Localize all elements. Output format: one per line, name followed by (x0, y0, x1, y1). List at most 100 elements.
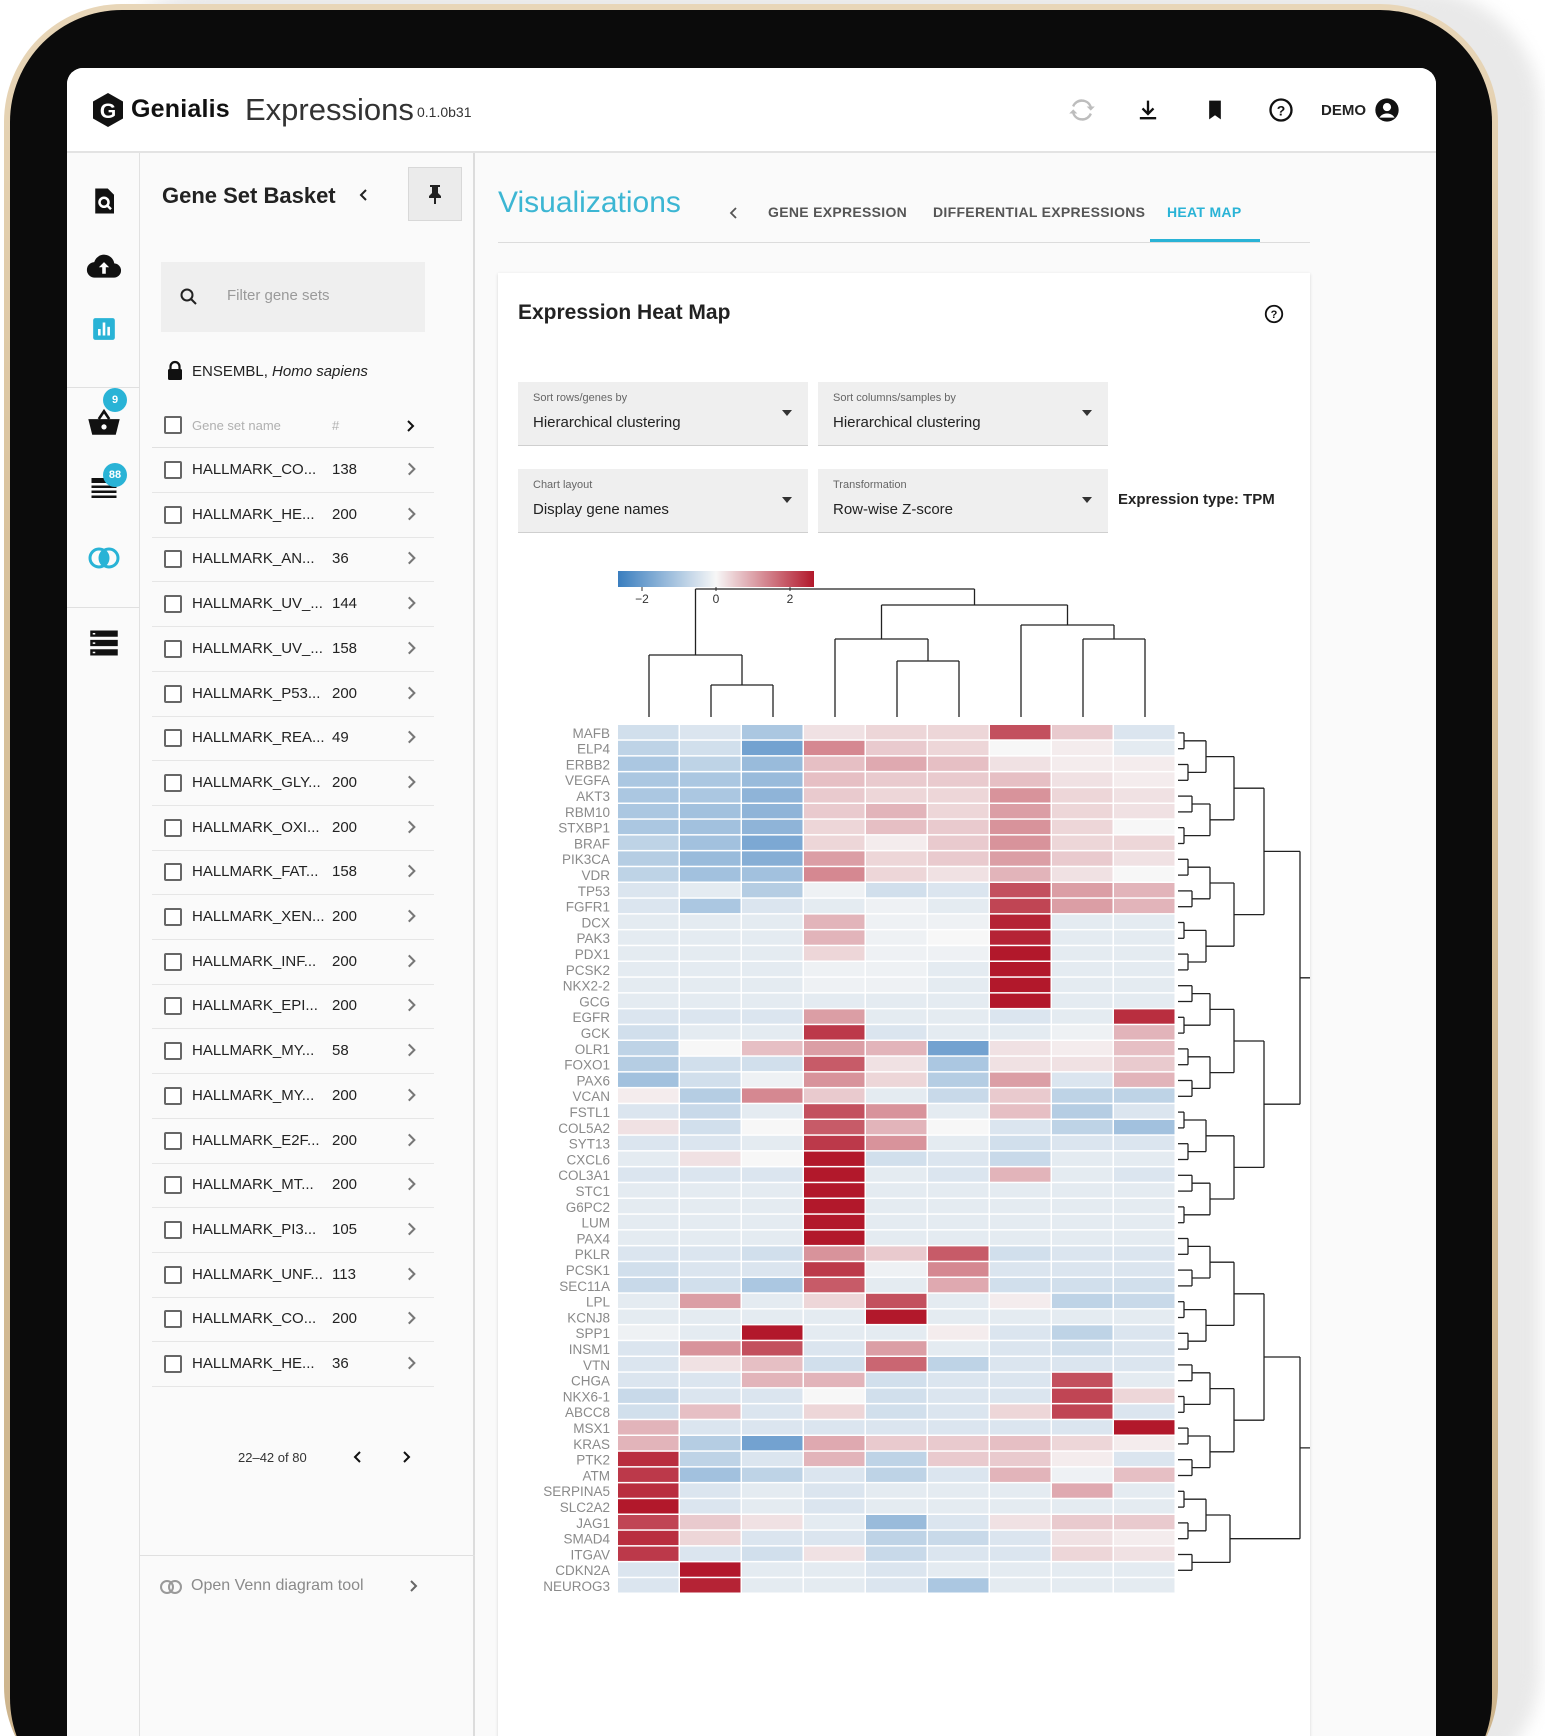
gene-set-row[interactable]: HALLMARK_UV_... 144 (152, 582, 434, 628)
chevron-right-icon[interactable] (402, 728, 420, 746)
gene-set-checkbox[interactable] (164, 461, 182, 479)
rail-gene-lists[interactable] (67, 458, 140, 518)
download-icon[interactable] (1134, 96, 1162, 124)
heatmap-cell (1114, 851, 1175, 866)
gene-label: STXBP1 (558, 821, 610, 836)
gene-set-row[interactable]: HALLMARK_P53... 200 (152, 672, 434, 717)
gene-set-checkbox[interactable] (164, 863, 182, 882)
chevron-right-icon[interactable] (402, 1086, 420, 1104)
gene-set-row[interactable]: HALLMARK_MY... 58 (152, 1029, 434, 1075)
chevron-right-icon[interactable] (402, 818, 420, 836)
sort-rows-select[interactable]: Sort rows/genes by Hierarchical clusteri… (518, 382, 808, 446)
collapse-basket-button[interactable] (352, 183, 376, 207)
next-page-icon[interactable] (398, 1449, 414, 1465)
prev-page-icon[interactable] (350, 1449, 366, 1465)
user-name[interactable]: DEMO (1321, 102, 1366, 119)
gene-set-row[interactable]: HALLMARK_AN... 36 (152, 537, 434, 583)
chevron-right-icon[interactable] (402, 549, 420, 567)
gene-set-checkbox[interactable] (164, 1220, 182, 1239)
rail-venn[interactable] (67, 528, 140, 588)
tab-heat-map[interactable]: HEAT MAP (1167, 204, 1242, 220)
heatmap-cell (1052, 1104, 1113, 1119)
gene-set-checkbox[interactable] (164, 952, 182, 971)
gene-set-checkbox[interactable] (164, 1265, 182, 1284)
gene-set-checkbox[interactable] (164, 908, 182, 926)
help-icon[interactable]: ? (1263, 303, 1285, 325)
gene-set-row[interactable]: HALLMARK_INF... 200 (152, 940, 434, 985)
rail-upload[interactable] (67, 236, 140, 296)
gene-set-checkbox[interactable] (164, 729, 182, 748)
gene-set-checkbox[interactable] (164, 1131, 182, 1150)
gene-set-checkbox[interactable] (164, 997, 182, 1016)
pin-basket-button[interactable] (408, 167, 462, 221)
gene-set-row[interactable]: HALLMARK_HE... 36 (152, 1342, 434, 1387)
tab-differential-expressions[interactable]: DIFFERENTIAL EXPRESSIONS (933, 204, 1146, 220)
rail-gene-set-basket[interactable] (67, 393, 140, 453)
gene-set-row[interactable]: HALLMARK_OXI... 200 (152, 806, 434, 851)
gene-set-row[interactable]: HALLMARK_GLY... 200 (152, 761, 434, 806)
gene-set-checkbox[interactable] (164, 1042, 182, 1061)
chevron-right-icon[interactable] (402, 594, 420, 612)
gene-set-row[interactable]: HALLMARK_XEN... 200 (152, 895, 434, 940)
rail-visualizations[interactable] (67, 299, 140, 359)
chevron-right-icon[interactable] (402, 952, 420, 970)
gene-set-row[interactable]: HALLMARK_MT... 200 (152, 1163, 434, 1209)
gene-set-checkbox[interactable] (164, 1086, 182, 1105)
gene-set-checkbox[interactable] (164, 684, 182, 703)
chevron-right-icon[interactable] (402, 996, 420, 1014)
chevron-right-icon[interactable] (402, 1309, 420, 1327)
rail-search-documents[interactable] (67, 171, 140, 231)
chevron-right-icon[interactable] (402, 1265, 420, 1283)
bookmark-icon[interactable] (1201, 96, 1229, 124)
gene-set-checkbox[interactable] (164, 550, 182, 569)
tabs-scroll-left-icon[interactable] (728, 206, 740, 220)
transformation-select[interactable]: Transformation Row-wise Z-score (818, 469, 1108, 533)
chevron-right-icon[interactable] (402, 1175, 420, 1193)
chevron-right-icon[interactable] (402, 862, 420, 880)
sort-columns-select[interactable]: Sort columns/samples by Hierarchical clu… (818, 382, 1108, 446)
gene-set-row[interactable]: HALLMARK_UNF... 113 (152, 1253, 434, 1298)
gene-set-row[interactable]: HALLMARK_CO... 200 (152, 1297, 434, 1343)
chevron-right-icon[interactable] (402, 418, 418, 434)
gene-set-checkbox[interactable] (164, 818, 182, 837)
rail-data-storage[interactable] (67, 613, 140, 673)
chevron-right-icon[interactable] (402, 1220, 420, 1238)
chart-layout-select[interactable]: Chart layout Display gene names (518, 469, 808, 533)
select-all-checkbox[interactable] (164, 416, 182, 434)
tab-gene-expression[interactable]: GENE EXPRESSION (768, 204, 908, 220)
heatmap-cell (866, 1325, 927, 1340)
gene-set-row[interactable]: HALLMARK_FAT... 158 (152, 850, 434, 896)
chevron-right-icon[interactable] (402, 460, 420, 478)
gene-set-checkbox[interactable] (164, 1355, 182, 1373)
gene-set-row[interactable]: HALLMARK_REA... 49 (152, 716, 434, 762)
gene-set-row[interactable]: HALLMARK_CO... 138 (152, 448, 434, 493)
gene-set-checkbox[interactable] (164, 773, 182, 792)
gene-set-count: 58 (332, 1042, 349, 1060)
gene-set-row[interactable]: HALLMARK_PI3... 105 (152, 1208, 434, 1253)
chevron-right-icon[interactable] (402, 1041, 420, 1059)
gene-set-checkbox[interactable] (164, 505, 182, 524)
account-icon[interactable] (1373, 96, 1401, 124)
help-icon[interactable]: ? (1267, 96, 1295, 124)
gene-set-row[interactable]: HALLMARK_E2F... 200 (152, 1119, 434, 1164)
gene-set-row[interactable]: HALLMARK_HE... 200 (152, 493, 434, 538)
gene-set-row[interactable]: HALLMARK_MY... 200 (152, 1074, 434, 1119)
open-venn-tool[interactable]: Open Venn diagram tool (140, 1555, 475, 1615)
chevron-right-icon[interactable] (402, 773, 420, 791)
sync-icon[interactable] (1068, 96, 1096, 124)
gene-set-row[interactable]: HALLMARK_UV_... 158 (152, 627, 434, 672)
gene-set-filter[interactable]: Filter gene sets (161, 262, 425, 332)
gene-set-checkbox[interactable] (164, 595, 182, 614)
chevron-right-icon[interactable] (402, 907, 420, 925)
chevron-right-icon[interactable] (402, 639, 420, 657)
gene-set-checkbox[interactable] (164, 1310, 182, 1329)
heatmap-cell (928, 1041, 989, 1056)
chevron-right-icon[interactable] (402, 1354, 420, 1372)
chevron-right-icon[interactable] (402, 684, 420, 702)
gene-set-checkbox[interactable] (164, 639, 182, 658)
chevron-right-icon[interactable] (402, 505, 420, 523)
gene-set-checkbox[interactable] (164, 1176, 182, 1195)
heatmap-cell (1114, 1214, 1175, 1230)
chevron-right-icon[interactable] (402, 1131, 420, 1149)
gene-set-row[interactable]: HALLMARK_EPI... 200 (152, 984, 434, 1030)
